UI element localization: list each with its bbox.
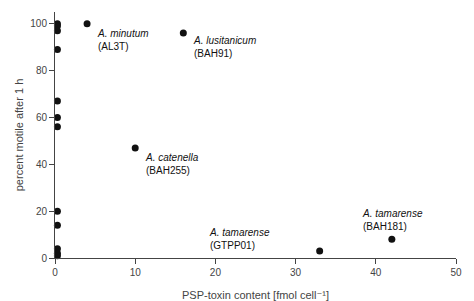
svg-text:40: 40 bbox=[370, 267, 382, 278]
svg-text:100: 100 bbox=[30, 18, 47, 29]
svg-text:percent motile after 1 h: percent motile after 1 h bbox=[13, 79, 25, 192]
svg-text:PSP-toxin content [fmol cell⁻¹: PSP-toxin content [fmol cell⁻¹] bbox=[182, 289, 329, 301]
svg-text:A. minutum(AL3T): A. minutum(AL3T) bbox=[97, 28, 149, 52]
svg-text:50: 50 bbox=[450, 267, 462, 278]
svg-text:20: 20 bbox=[36, 206, 48, 217]
svg-text:A. catenella(BAH255): A. catenella(BAH255) bbox=[145, 152, 199, 176]
svg-text:20: 20 bbox=[210, 267, 222, 278]
svg-text:80: 80 bbox=[36, 65, 48, 76]
svg-text:10: 10 bbox=[130, 267, 142, 278]
svg-text:60: 60 bbox=[36, 112, 48, 123]
svg-text:40: 40 bbox=[36, 159, 48, 170]
svg-text:A. lusitanicum(BAH91): A. lusitanicum(BAH91) bbox=[193, 35, 256, 59]
svg-text:A. tamarense(BAH181): A. tamarense(BAH181) bbox=[362, 208, 423, 232]
svg-text:0: 0 bbox=[41, 253, 47, 264]
svg-text:0: 0 bbox=[52, 267, 58, 278]
svg-text:30: 30 bbox=[290, 267, 302, 278]
svg-text:A. tamarense(GTPP01): A. tamarense(GTPP01) bbox=[209, 227, 270, 251]
